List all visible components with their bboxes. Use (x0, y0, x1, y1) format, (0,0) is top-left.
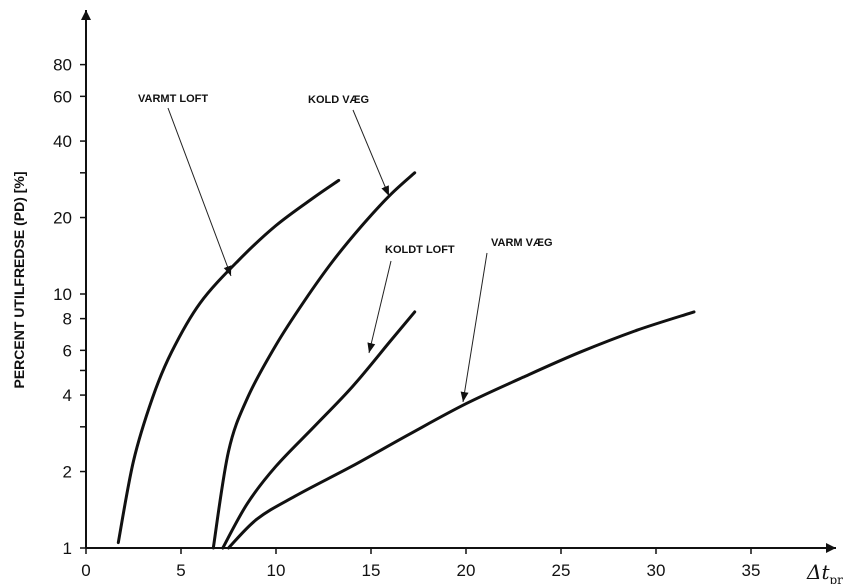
annotation-kold-vaeg: KOLD VÆG (308, 94, 369, 106)
pointer-varm-vaeg (460, 252, 488, 403)
y-axis-label: PERCENT UTILFREDSE (PD) [%] (11, 172, 27, 389)
y-tick-label: 4 (63, 386, 72, 405)
y-tick-label: 6 (63, 341, 72, 360)
curve-kold-vaeg (211, 171, 417, 550)
x-axis-label-subscript: pr (829, 573, 843, 584)
x-tick-label: 35 (742, 561, 761, 580)
x-tick-label: 20 (457, 561, 476, 580)
x-tick-label: 10 (267, 561, 286, 580)
pointer-koldt-loft (367, 260, 392, 354)
annotation-varm-vaeg: VARM VÆG (491, 237, 553, 249)
x-tick-label: 0 (81, 561, 90, 580)
x-axis-label: Δtpr (806, 560, 843, 584)
y-ticks: 1 2 4 6 8 10 20 40 60 80 (53, 56, 86, 558)
annotation-pointers (167, 107, 488, 403)
y-tick-label: 80 (53, 56, 72, 75)
x-tick-label: 5 (176, 561, 185, 580)
y-tick-label: 10 (53, 285, 72, 304)
x-axis-label-main: Δt (806, 560, 830, 584)
curve-varm-vaeg (227, 310, 696, 550)
y-tick-label: 8 (63, 310, 72, 329)
curve-varmt-loft (116, 178, 341, 545)
pointer-kold-vaeg (352, 109, 390, 197)
y-tick-label: 60 (53, 87, 72, 106)
y-tick-label: 2 (63, 463, 72, 482)
y-tick-label: 20 (53, 209, 72, 228)
curves (116, 171, 696, 550)
pointer-varmt-loft (167, 107, 232, 277)
curve-koldt-loft (221, 310, 417, 550)
x-ticks: 0 5 10 15 20 25 30 35 (81, 548, 760, 580)
x-tick-label: 25 (552, 561, 571, 580)
x-tick-label: 30 (647, 561, 666, 580)
annotation-varmt-loft: VARMT LOFT (138, 93, 208, 105)
y-tick-label: 40 (53, 132, 72, 151)
y-tick-label: 1 (63, 539, 72, 558)
annotation-koldt-loft: KOLDT LOFT (385, 244, 455, 256)
x-tick-label: 15 (362, 561, 381, 580)
